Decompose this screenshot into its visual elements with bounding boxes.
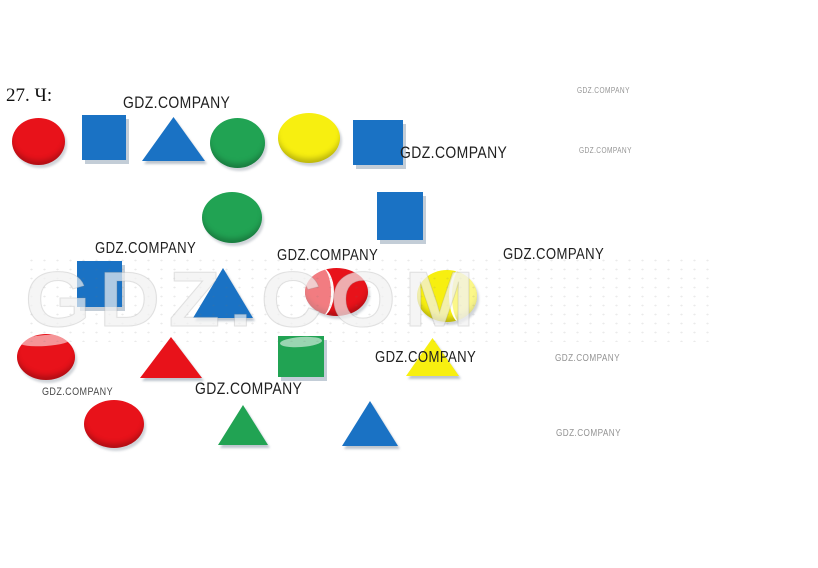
watermark-label: GDZ.COMPANY [579,146,632,155]
watermark-label: GDZ.COMPANY [42,386,113,398]
exercise-number: 27. Ч: [6,85,53,106]
shape-red-ellipse [17,334,75,380]
watermark-label: GDZ.COMPANY [123,93,231,112]
watermark-label: GDZ.COMPANY [503,246,605,263]
shape-blue-square [77,261,122,307]
watermark-label: GDZ.COMPANY [400,143,508,162]
shape-green-ellipse [202,192,262,243]
shape-red-triangle [140,337,202,378]
shape-blue-square [82,115,126,160]
watermark-label: GDZ.COMPANY [277,247,379,264]
shape-blue-triangle [342,401,398,446]
large-watermark-text: GDZ.COM [25,256,484,342]
shape-red-ellipse [84,400,144,448]
shape-yellow-triangle [406,338,459,376]
watermark-label: GDZ.COMPANY [555,353,620,364]
watermark-label: GDZ.COMPANY [556,428,621,439]
shape-blue-triangle [142,117,205,161]
shape-green-square [278,336,324,377]
watermark-label: GDZ.COMPANY [195,379,303,398]
watermark-label: GDZ.COMPANY [375,349,477,366]
large-watermark: GDZ.COM [25,256,715,342]
shape-blue-triangle [193,268,253,318]
watermark-label: GDZ.COMPANY [577,86,630,95]
shape-blue-square [377,192,423,240]
shape-blue-square [353,120,403,165]
shape-green-ellipse [210,118,265,168]
shape-green-triangle [218,405,268,445]
watermark-label: GDZ.COMPANY [95,240,197,257]
shape-yellow-ellipse [278,113,340,163]
shape-red-ellipse [12,118,65,165]
